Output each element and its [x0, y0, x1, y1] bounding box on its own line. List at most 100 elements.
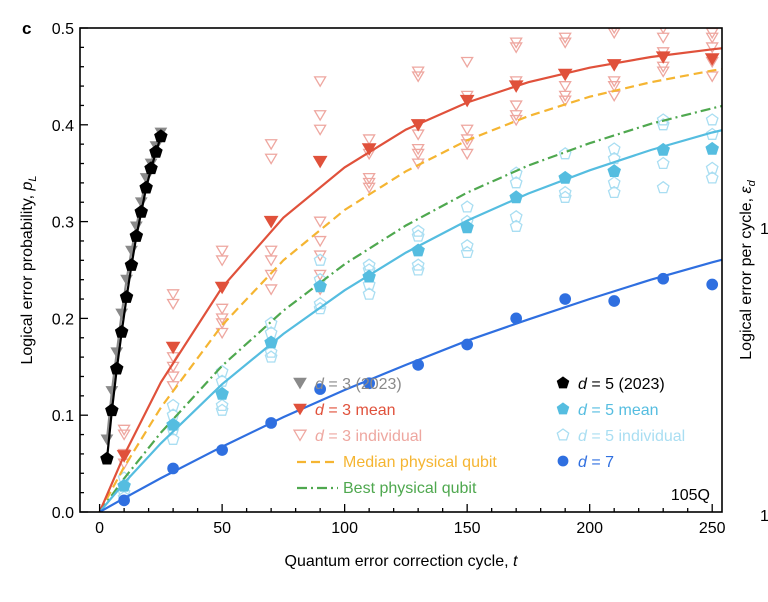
data-point-d3_individual [607, 90, 621, 102]
x-axis-label: Quantum error correction cycle, t [285, 553, 519, 570]
data-point-d5_individual [558, 190, 572, 203]
data-point-d5_individual [460, 245, 474, 259]
data-point-d5_individual [313, 253, 327, 266]
axis-ticks: 0 50 100 150 200 250 0.0 0.1 0.2 0.3 0.4 0.5 [52, 21, 726, 537]
data-point-d3_2023 [110, 347, 124, 359]
data-point-d3_individual [313, 124, 327, 136]
data-point-d5_2023 [124, 258, 139, 271]
legend-label: d = 5 mean [578, 402, 659, 419]
data-point-d5_individual [411, 224, 425, 237]
data-point-d3_individual [166, 371, 180, 383]
data-point-d5_mean [362, 269, 376, 283]
data-point-d5_individual [509, 209, 523, 223]
y-axis-label: Logical error probability, pL [19, 175, 39, 364]
legend-marker-icon [293, 377, 307, 390]
data-point-d3_individual [264, 269, 278, 282]
fit-line-d5_mean [98, 129, 722, 512]
data-point-d5_individual [215, 364, 229, 378]
data-point-d5_2023 [134, 204, 148, 218]
data-point-d5_2023 [119, 289, 134, 303]
x-tick-label: 250 [699, 520, 726, 537]
legend-label: d = 3 (2023) [315, 376, 402, 393]
data-point-d5_individual [313, 301, 327, 315]
y-tick-label: 0.1 [52, 408, 74, 425]
data-point-d3_mean [214, 281, 230, 295]
data-point-d3_mean [410, 119, 426, 132]
data-point-d3_individual [313, 235, 327, 248]
data-point-d3_individual [166, 289, 180, 301]
data-point-d5_mean [411, 243, 425, 257]
data-point-d3_individual [558, 37, 572, 49]
fit-line-best [98, 104, 722, 512]
data-point-d5_individual [215, 374, 229, 387]
panel-label: c [22, 19, 31, 38]
data-point-d3_individual [264, 284, 278, 296]
data-point-d3_individual [117, 429, 131, 441]
data-point-d5_mean [117, 478, 131, 492]
data-point-d3_individual [313, 269, 327, 282]
data-point-d5_2023 [144, 161, 158, 175]
data-point-d5_individual [215, 398, 229, 412]
data-point-d7 [412, 359, 425, 371]
data-point-d3_mean [312, 155, 328, 169]
data-point-d3_individual [313, 250, 327, 262]
data-point-d5_2023 [139, 180, 153, 194]
legend-label: d = 3 mean [315, 402, 396, 419]
legend-marker-icon [556, 376, 570, 389]
y-tick-label: 0.0 [52, 505, 74, 522]
data-point-d3_individual [558, 81, 572, 93]
legend-label: Best physical qubit [343, 480, 477, 497]
data-point-d5_individual [656, 156, 670, 170]
legend-item-median: Median physical qubit [297, 454, 497, 471]
data-point-d3_individual [656, 32, 670, 44]
data-point-d5_mean [656, 142, 670, 156]
data-point-d3_individual [215, 245, 229, 257]
legend-item-d5_mean: d = 5 mean [556, 402, 659, 419]
data-point-d3_mean [557, 68, 573, 82]
data-point-d5_mean [460, 220, 474, 234]
data-point-d3_individual [705, 71, 719, 83]
data-point-d5_individual [411, 263, 425, 276]
data-point-d5_individual [215, 403, 229, 416]
legend: d = 3 (2023) d = 5 (2023) d = 3 mean d = 5 … [292, 376, 685, 497]
data-point-d3_mean [459, 94, 475, 108]
data-point-d5_individual [607, 176, 621, 189]
fit-line-d3_2023 [105, 132, 162, 440]
y-tick-label: 0.3 [52, 215, 74, 232]
data-point-d7 [461, 338, 474, 351]
data-point-d3_mean [116, 450, 132, 463]
data-point-d3_individual [460, 124, 474, 136]
legend-marker-icon [292, 429, 308, 442]
data-point-d5_2023 [110, 361, 124, 375]
data-point-d3_mean [263, 215, 279, 229]
data-point-d3_mean [361, 143, 377, 156]
legend-item-d3_individual: d = 3 individual [292, 428, 422, 445]
data-point-d7 [265, 417, 277, 429]
data-point-d5_individual [264, 350, 278, 363]
data-point-d3_individual [215, 327, 229, 340]
legend-label: Median physical qubit [343, 454, 497, 471]
data-point-d5_individual [705, 171, 719, 184]
legend-label: d = 7 [578, 454, 614, 471]
data-point-d3_individual [215, 303, 229, 315]
y2-tick-label: 1 [760, 508, 768, 525]
data-point-d5_individual [362, 287, 376, 300]
data-point-d3_individual [705, 32, 719, 44]
legend-item-d3_2023: d = 3 (2023) [293, 376, 402, 393]
data-point-d5_individual [607, 142, 621, 155]
data-point-d3_individual [460, 56, 474, 69]
data-point-d3_individual [558, 95, 572, 107]
data-point-d5_2023 [149, 144, 163, 158]
data-point-d7 [657, 272, 670, 285]
data-point-d5_individual [656, 180, 670, 194]
data-point-d5_individual [264, 316, 278, 329]
data-point-d3_individual [313, 216, 327, 228]
data-point-d5_mean [558, 170, 572, 184]
legend-item-best: Best physical qubit [297, 480, 477, 497]
data-point-d3_individual [362, 134, 376, 146]
data-point-d3_2023 [100, 434, 114, 446]
data-point-d3_2023 [105, 386, 119, 397]
data-point-d3_individual [362, 182, 376, 194]
data-point-d5_individual [607, 151, 621, 165]
legend-marker-icon [556, 402, 570, 415]
